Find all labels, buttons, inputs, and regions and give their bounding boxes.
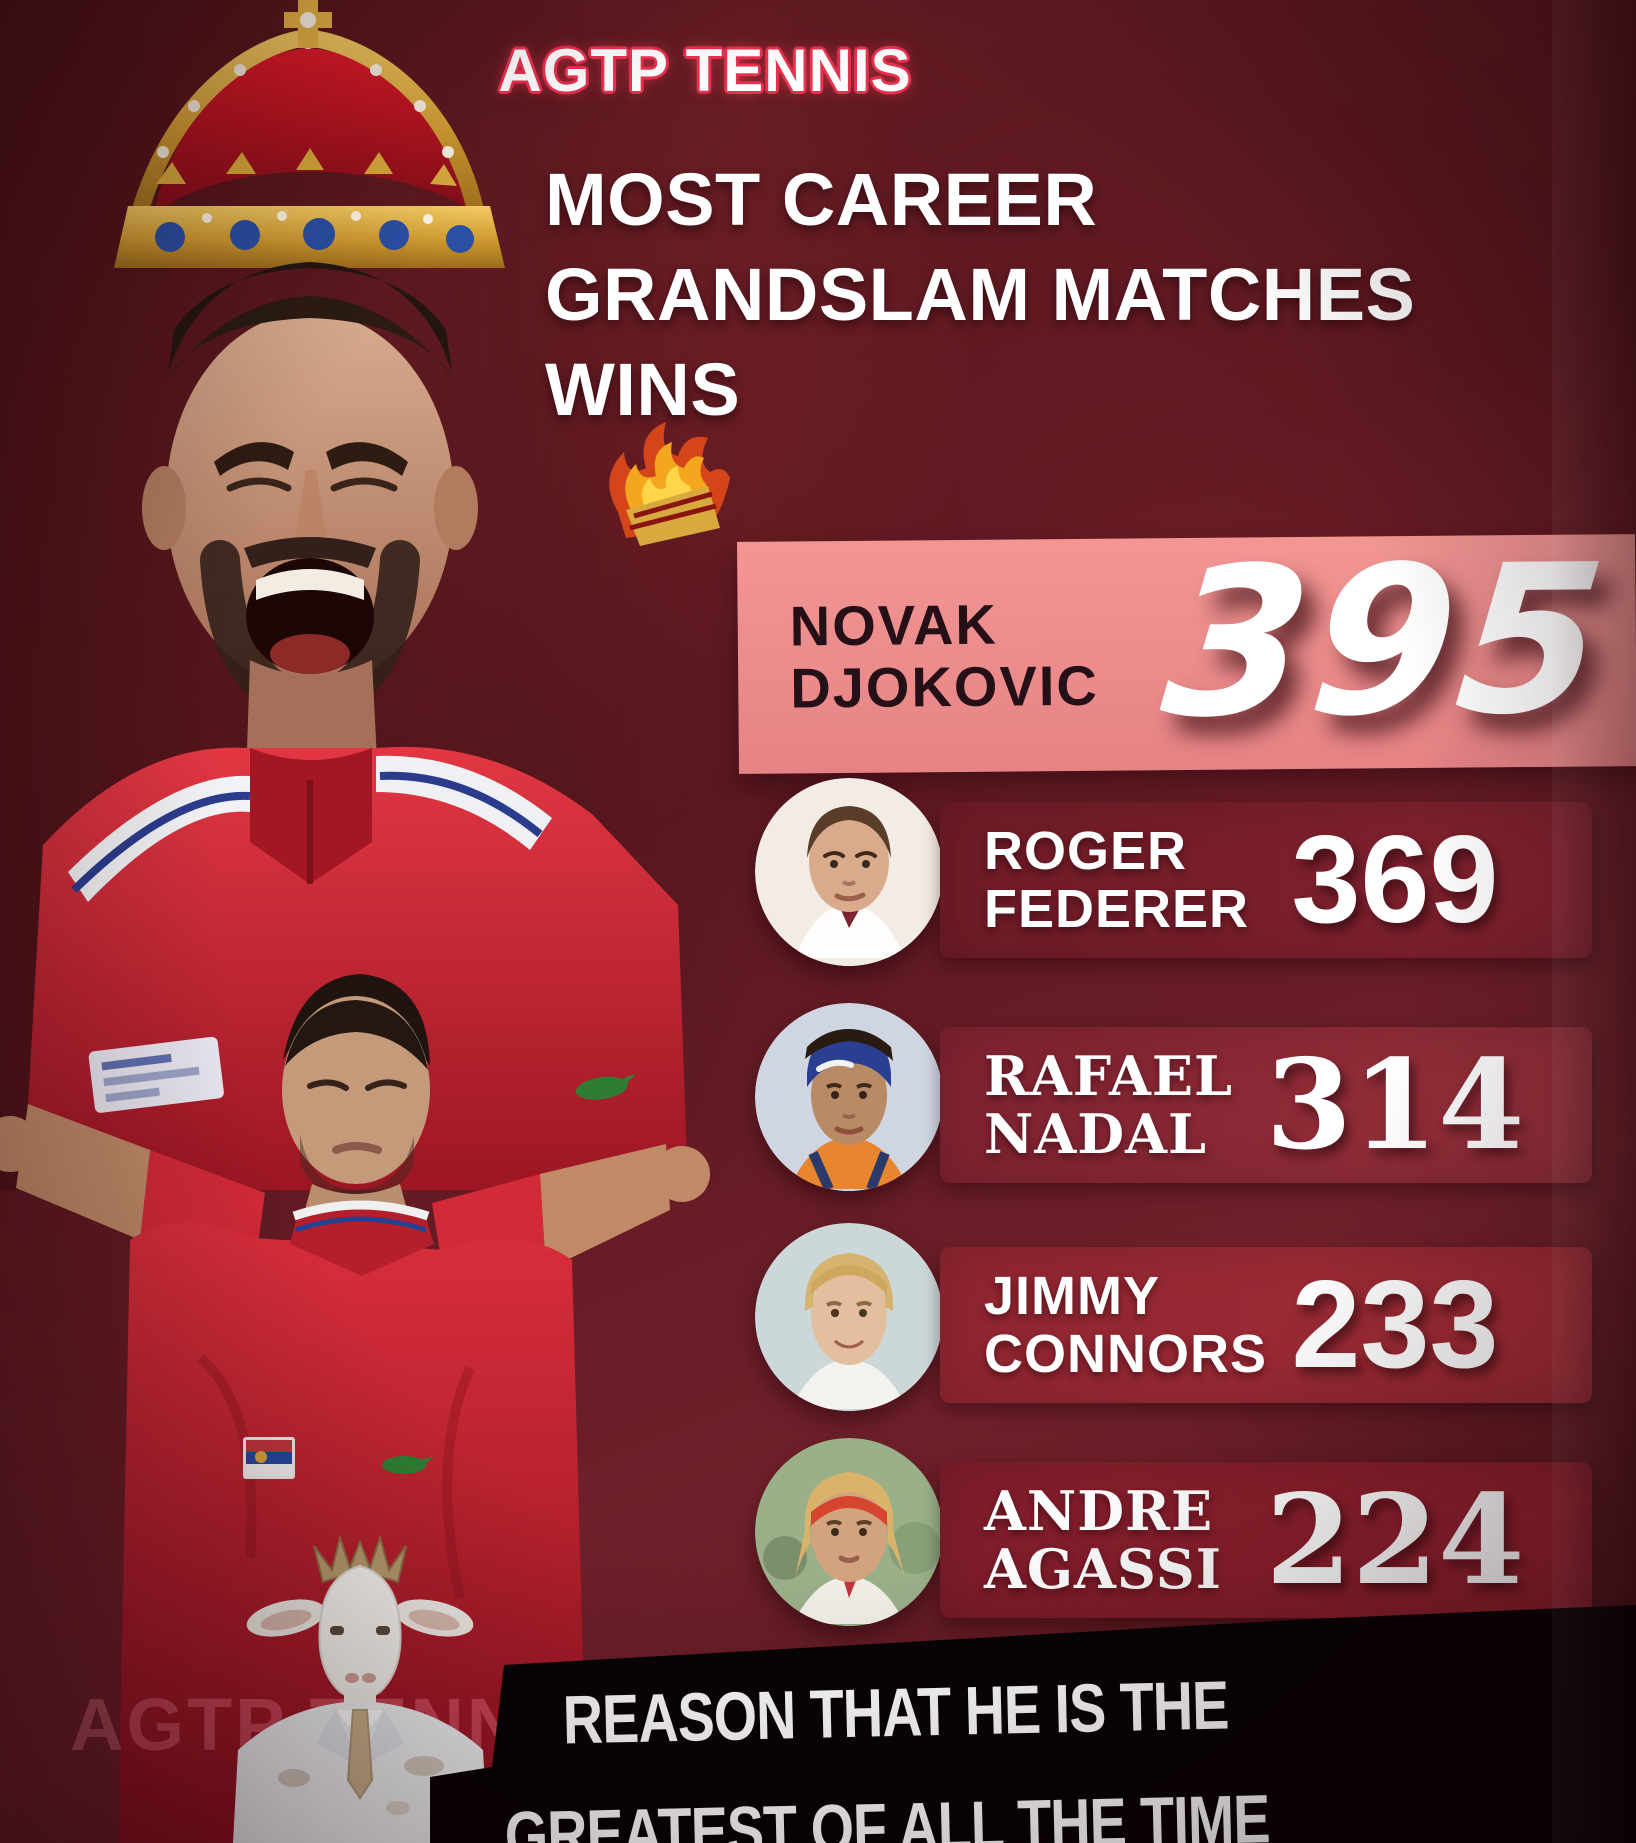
roger-federer-portrait bbox=[755, 778, 943, 966]
rafael-nadal-portrait bbox=[755, 1003, 943, 1191]
page-title: MOST CAREER GRANDSLAM MATCHES WINS bbox=[545, 152, 1415, 437]
leader-first-name: NOVAK bbox=[789, 592, 999, 658]
serbian-flag-patch-icon bbox=[243, 1437, 295, 1479]
player-value: 224 bbox=[1265, 1467, 1525, 1613]
flaming-crown-icon bbox=[609, 422, 730, 546]
leader-name: NOVAK DJOKOVIC bbox=[789, 539, 1100, 774]
player-first-name: JIMMY bbox=[984, 1266, 1161, 1326]
player-name: RAFAEL NADAL bbox=[984, 1027, 1233, 1183]
rank-row-federer: ROGER FEDERER 369 bbox=[752, 778, 1636, 982]
player-last-name: AGASSI bbox=[984, 1537, 1222, 1601]
player-name: ROGER FEDERER bbox=[984, 802, 1249, 958]
player-last-name: FEDERER bbox=[984, 879, 1250, 939]
rank-row-connors: JIMMY CONNORS 233 bbox=[752, 1223, 1636, 1427]
title-line-1: MOST CAREER bbox=[545, 158, 1098, 241]
leader-value: 395 bbox=[1154, 521, 1618, 764]
brand-logo: AGTP TENNIS bbox=[498, 37, 912, 104]
jimmy-connors-portrait bbox=[755, 1223, 943, 1411]
background-seam bbox=[1552, 0, 1636, 1843]
player-name: JIMMY CONNORS bbox=[984, 1247, 1267, 1403]
player-last-name: NADAL bbox=[984, 1102, 1207, 1166]
player-value: 314 bbox=[1265, 1032, 1525, 1178]
leader-banner: NOVAK DJOKOVIC 395 bbox=[737, 521, 1636, 774]
player-value: 369 bbox=[1291, 811, 1499, 949]
footer-line-1: REASON THAT HE IS THE bbox=[562, 1667, 1230, 1759]
title-line-2: GRANDSLAM MATCHES bbox=[545, 253, 1416, 336]
footer-line-2: GREATEST OF ALL THE TIME bbox=[504, 1780, 1271, 1843]
player-first-name: ROGER bbox=[984, 821, 1188, 881]
player-name: ANDRE AGASSI bbox=[984, 1462, 1222, 1618]
rank-row-nadal: RAFAEL NADAL 314 bbox=[752, 1003, 1636, 1207]
player-last-name: CONNORS bbox=[984, 1324, 1268, 1384]
andre-agassi-portrait bbox=[755, 1438, 943, 1626]
player-first-name: RAFAEL bbox=[984, 1044, 1233, 1108]
djokovic-head-small bbox=[282, 974, 430, 1228]
leader-last-name: DJOKOVIC bbox=[790, 653, 1100, 720]
player-first-name: ANDRE bbox=[984, 1479, 1214, 1543]
player-value: 233 bbox=[1291, 1256, 1499, 1394]
